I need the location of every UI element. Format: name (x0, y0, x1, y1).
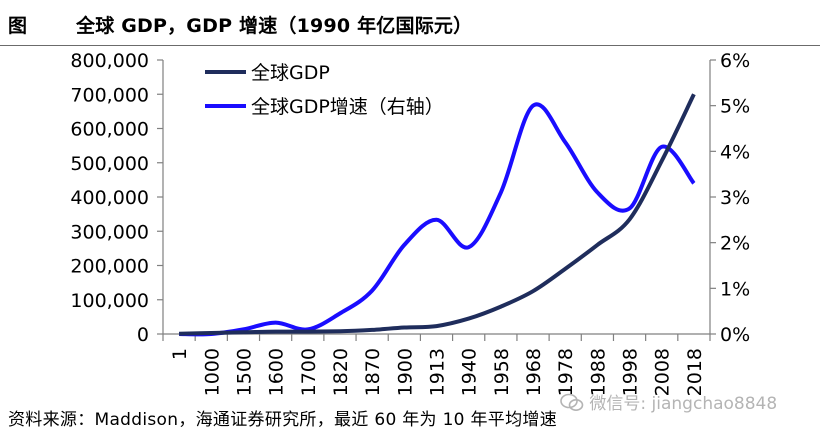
chart-title: 全球 GDP，GDP 增速（1990 年亿国际元） (76, 15, 473, 37)
series-layer (179, 93, 696, 337)
title-divider (0, 45, 820, 46)
legend-label-gdp-growth: 全球GDP增速（右轴） (251, 96, 444, 118)
x-tick-label: 1968 (523, 348, 545, 396)
x-tick-label: 1500 (233, 348, 255, 396)
x-tick-label: 1 (169, 348, 191, 360)
dual-axis-line-chart: 0 100,000 200,000 300,000 400,000 500,000 600,… (70, 50, 750, 396)
right-axis: 0% 1% 2% 3% 4% 5% 6% (709, 50, 750, 346)
x-tick-label: 1940 (459, 348, 481, 396)
legend-label-global-gdp: 全球GDP (251, 62, 330, 84)
left-tick-label: 200,000 (70, 256, 149, 278)
x-tick-label: 1988 (587, 348, 609, 396)
left-tick-label: 500,000 (70, 153, 149, 175)
left-tick-label: 300,000 (70, 221, 149, 243)
right-tick-label: 1% (720, 278, 750, 300)
x-tick-label: 1958 (491, 348, 513, 396)
x-tick-label: 1000 (201, 348, 223, 396)
source-note: 资料来源：Maddison，海通证券研究所，最近 60 年为 10 年平均增速 (8, 405, 820, 435)
x-tick-label: 2018 (684, 348, 706, 396)
left-tick-label: 700,000 (70, 84, 149, 106)
watermark-text: 微信号: jiangchao8848 (589, 394, 778, 414)
right-tick-label: 4% (720, 141, 750, 163)
left-tick-label: 600,000 (70, 119, 149, 141)
x-tick-label: 1700 (298, 348, 320, 396)
x-tick-label: 1998 (620, 348, 642, 396)
right-tick-label: 6% (720, 50, 750, 72)
series-line-gdp-growth (179, 102, 696, 337)
x-tick-label: 1820 (330, 348, 352, 396)
left-tick-label: 400,000 (70, 187, 149, 209)
x-tick-label: 1900 (394, 348, 416, 396)
x-tick-label: 1913 (427, 348, 449, 396)
x-tick-label: 1870 (362, 348, 384, 396)
left-axis: 0 100,000 200,000 300,000 400,000 500,000 600,… (70, 50, 164, 346)
right-tick-label: 3% (720, 187, 750, 209)
chart-legend: 全球GDP 全球GDP增速（右轴） (205, 62, 444, 118)
x-axis: 1 1000 1500 1600 1700 1820 1870 1900 1913 1940 195… (162, 333, 711, 396)
x-tick-label: 1978 (555, 348, 577, 396)
right-tick-label: 2% (720, 233, 750, 255)
x-tick-label: 2008 (652, 348, 674, 396)
source-text: 资料来源：Maddison，海通证券研究所，最近 60 年为 10 年平均增速 (8, 410, 557, 430)
figure-label: 图 (8, 15, 28, 37)
right-tick-label: 5% (720, 96, 750, 118)
x-tick-label: 1600 (266, 348, 288, 396)
wechat-icon (560, 393, 584, 411)
figure-title-bar: 图 全球 GDP，GDP 增速（1990 年亿国际元） (0, 0, 820, 46)
left-tick-label: 800,000 (70, 50, 149, 72)
left-tick-label: 100,000 (70, 290, 149, 312)
series-line-global-gdp (179, 93, 696, 336)
right-tick-label: 0% (720, 324, 750, 346)
left-tick-label: 0 (137, 324, 149, 346)
watermark: 微信号: jiangchao8848 (560, 389, 820, 417)
